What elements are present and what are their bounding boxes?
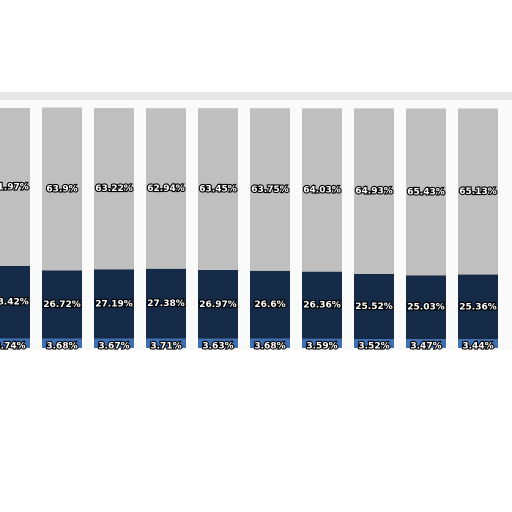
- bar-segment: [198, 269, 238, 339]
- bar-segment: [458, 274, 498, 340]
- data-label: 25.03%: [407, 303, 445, 313]
- data-label: 3.52%: [358, 342, 389, 352]
- data-label: 3.67%: [98, 342, 129, 352]
- bar-segment: [302, 338, 342, 348]
- data-label: 27.19%: [95, 299, 133, 309]
- bar-segment: [354, 108, 394, 274]
- data-label: 3.74%: [0, 342, 26, 352]
- data-label: 3.68%: [46, 342, 77, 352]
- data-label: 3.59%: [306, 342, 337, 352]
- bar-segment: [42, 107, 82, 271]
- data-label: 64.93%: [355, 187, 393, 197]
- data-label: 26.36%: [303, 301, 341, 311]
- data-label: 63.22%: [95, 184, 133, 194]
- data-label: 28.42%: [0, 298, 29, 308]
- bar-segment: [406, 275, 446, 340]
- bar-segment: [354, 339, 394, 348]
- data-label: 63.9%: [46, 185, 77, 195]
- data-label: 63.45%: [199, 185, 237, 195]
- bar-segment: [198, 338, 238, 348]
- bar-segment: [198, 108, 238, 270]
- bar-segment: [146, 268, 186, 339]
- data-label: 64.03%: [303, 185, 341, 195]
- data-label: 25.52%: [355, 302, 393, 312]
- bar-segment: [146, 108, 186, 269]
- bar-segment: [354, 273, 394, 340]
- bar-segment: [458, 108, 498, 275]
- bar-segment: [406, 108, 446, 276]
- bar-segment: [302, 271, 342, 339]
- bar-segment: [250, 270, 290, 339]
- bar-segment: [250, 338, 290, 348]
- data-label: 63.75%: [251, 185, 289, 195]
- bar-segment: [0, 265, 30, 339]
- bar-segment: [94, 269, 134, 339]
- bar-segment: [42, 270, 82, 339]
- data-label: 61.97%: [0, 182, 29, 192]
- data-label: 65.13%: [459, 187, 497, 197]
- data-label: 62.94%: [147, 184, 185, 194]
- data-label: 3.47%: [410, 342, 441, 352]
- data-label: 25.36%: [459, 302, 497, 312]
- bar-segment: [146, 338, 186, 348]
- bar-segment: [250, 108, 290, 271]
- data-label: 26.6%: [254, 300, 285, 310]
- data-label: 65.43%: [407, 187, 445, 197]
- data-label: 26.72%: [43, 300, 81, 310]
- bar-segment: [406, 339, 446, 348]
- bar-segment: [0, 107, 30, 266]
- bar-segment: [42, 338, 82, 348]
- data-label: 3.63%: [202, 342, 233, 352]
- data-label: 3.44%: [462, 342, 493, 352]
- panel-shadow: [0, 92, 512, 100]
- bar-segment: [458, 339, 498, 348]
- data-label: 26.97%: [199, 300, 237, 310]
- bar-segment: [94, 338, 134, 348]
- bar-segment: [302, 108, 342, 272]
- data-label: 3.71%: [150, 342, 181, 352]
- bar-segment: [94, 108, 134, 270]
- bar-segment: [0, 338, 30, 348]
- data-label: 27.38%: [147, 299, 185, 309]
- data-label: 3.68%: [254, 342, 285, 352]
